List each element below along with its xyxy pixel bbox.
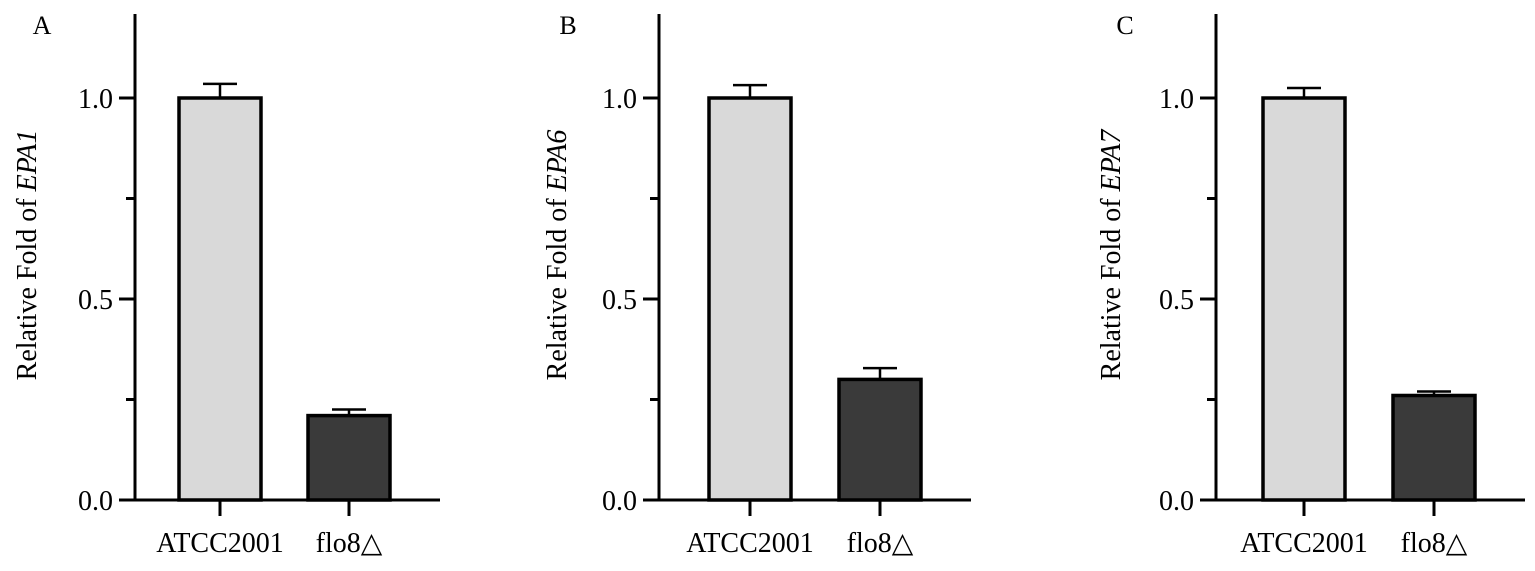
panel-c-y-tick-label-1: 0.5 xyxy=(1159,285,1194,316)
panel-b-bar-0 xyxy=(707,96,793,502)
panel-c-y-axis-label-gene: EPA7 xyxy=(1096,129,1127,193)
panel-c-y-tick-label-2: 1.0 xyxy=(1159,84,1194,115)
panel-c-y-tick-label-0: 0.0 xyxy=(1159,486,1194,517)
panel-b-y-axis-label: Relative Fold of EPA6 xyxy=(542,130,573,381)
panel-c-letter: C xyxy=(1116,11,1133,40)
panel-a-y-axis-label: Relative Fold of EPA1 xyxy=(12,130,43,381)
panel-b-bar-1 xyxy=(837,377,923,502)
panel-b-y-axis-label-gene: EPA6 xyxy=(542,130,573,193)
panel-a-bar-1 xyxy=(306,413,392,502)
panel-c-bar-1 xyxy=(1391,393,1477,502)
panel-a-y-tick-label-1: 0.5 xyxy=(78,285,113,316)
panel-a-y-tick-label-0: 0.0 xyxy=(78,486,113,517)
panel-c-bar-0 xyxy=(1261,96,1347,502)
panel-a-letter: A xyxy=(33,11,52,40)
panel-b-y-axis-label-prefix: Relative Fold of xyxy=(542,191,573,380)
panel-b-y-tick-label-2: 1.0 xyxy=(602,84,637,115)
panel-a-category-label-0: ATCC2001 xyxy=(156,528,284,559)
panel-b-y-tick-label-1: 0.5 xyxy=(602,285,637,316)
panel-c-category-label-0: ATCC2001 xyxy=(1240,528,1368,559)
panel-b-letter: B xyxy=(559,11,576,40)
panel-c-category-label-1: flo8△ xyxy=(1401,528,1468,559)
panel-c-y-axis-label-prefix: Relative Fold of xyxy=(1096,191,1127,380)
panel-c-y-axis-label: Relative Fold of EPA7 xyxy=(1096,129,1127,381)
panel-a-category-label-1: flo8△ xyxy=(316,528,383,559)
panel-a-y-axis-label-gene: EPA1 xyxy=(12,130,43,193)
panel-a-bar-0 xyxy=(177,96,263,502)
panel-b-category-label-0: ATCC2001 xyxy=(686,528,814,559)
panel-a-y-axis-label-prefix: Relative Fold of xyxy=(12,191,43,380)
panel-b-y-tick-label-0: 0.0 xyxy=(602,486,637,517)
panel-a-y-tick-label-2: 1.0 xyxy=(78,84,113,115)
panel-b-category-label-1: flo8△ xyxy=(847,528,914,559)
